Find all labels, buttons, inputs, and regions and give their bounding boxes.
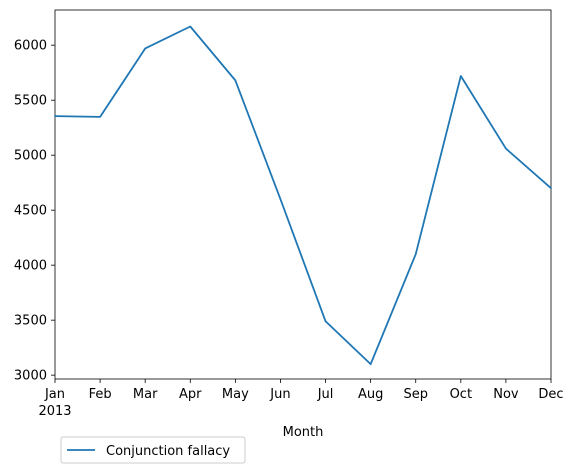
x-tick-label-nov: Nov <box>493 387 519 402</box>
plot-area <box>54 9 552 380</box>
x-tick-label-apr: Apr <box>179 387 202 402</box>
x-tick-label-aug: Aug <box>358 387 383 402</box>
y-tick-label-5500: 5500 <box>14 94 47 109</box>
x-tick-label-jul: Jul <box>317 387 334 402</box>
x-tick-label-jun: Jun <box>269 387 290 402</box>
y-tick-label-4500: 4500 <box>14 204 47 219</box>
y-tick-label-4000: 4000 <box>14 259 47 274</box>
x-axis: Jan Feb Mar Apr May Jun Jul Aug Sep Oct Nov Dec <box>44 379 564 402</box>
x-tick-label-oct: Oct <box>450 387 472 402</box>
y-axis: 3000 3500 4000 4500 5000 5500 6000 <box>14 39 55 384</box>
x-axis-sublabel: 2013 <box>38 404 71 419</box>
x-axis-label: Month <box>283 425 324 440</box>
y-tick-label-3500: 3500 <box>14 314 47 329</box>
series-layer <box>54 25 552 366</box>
legend-frame <box>60 436 246 464</box>
legend-label-conjunction-fallacy: Conjunction fallacy <box>106 444 230 459</box>
x-tick-label-mar: Mar <box>133 387 158 402</box>
legend: Conjunction fallacy <box>60 436 246 464</box>
y-tick-label-6000: 6000 <box>14 39 47 54</box>
x-tick-label-jan: Jan <box>44 387 65 402</box>
x-tick-label-may: May <box>222 387 249 402</box>
x-tick-label-sep: Sep <box>403 387 428 402</box>
x-tick-label-dec: Dec <box>538 387 563 402</box>
y-tick-label-5000: 5000 <box>14 149 47 164</box>
y-tick-label-3000: 3000 <box>14 369 47 384</box>
series-line-0 <box>54 25 552 366</box>
plot-frame <box>54 9 552 380</box>
x-tick-label-feb: Feb <box>89 387 112 402</box>
